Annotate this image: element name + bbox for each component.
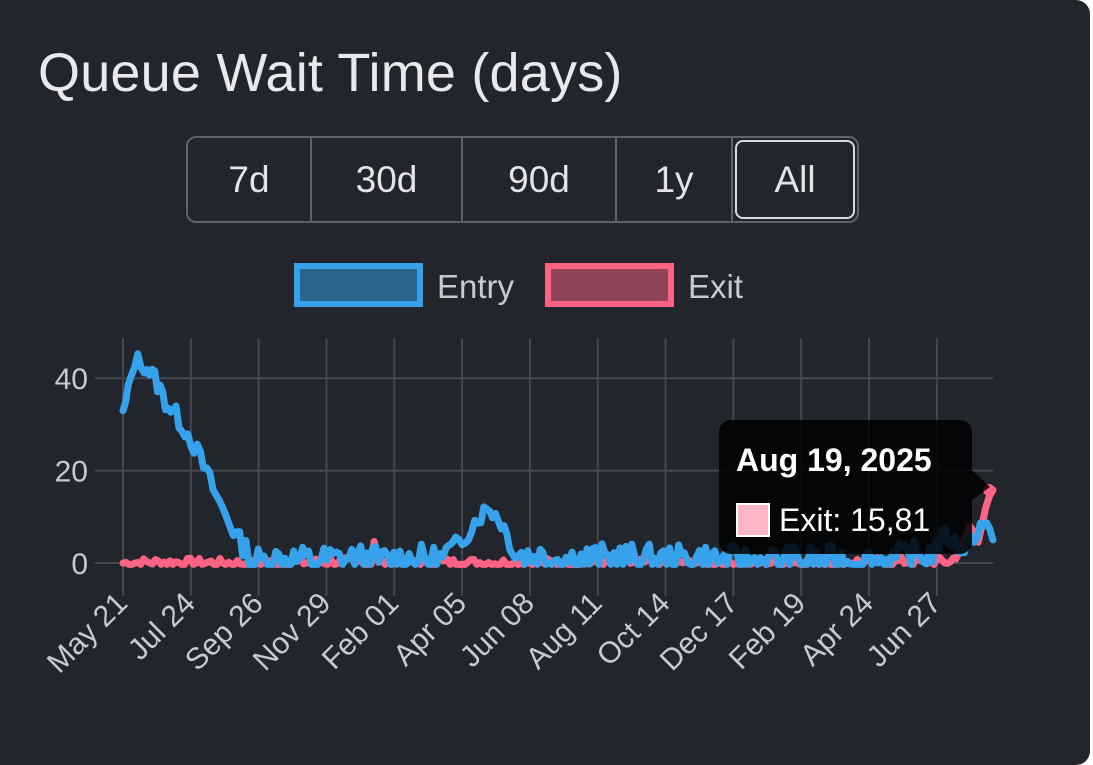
- tooltip-title: Aug 19, 2025: [736, 442, 932, 478]
- y-tick-label: 0: [71, 548, 88, 581]
- legend-label-exit: Exit: [688, 268, 743, 305]
- range-button-7d[interactable]: 7d: [188, 138, 312, 221]
- x-tick-label: Apr 05: [387, 587, 473, 673]
- y-tick-label: 40: [55, 363, 88, 396]
- tooltip-series-name: Exit: [779, 502, 833, 538]
- range-button-all[interactable]: All: [735, 140, 855, 219]
- chart-title: Queue Wait Time (days): [38, 43, 623, 103]
- range-button-90d[interactable]: 90d: [463, 138, 617, 221]
- tooltip-series-value: 15,81: [850, 502, 931, 538]
- chart-tooltip: Aug 19, 2025 Exit: 15,81: [719, 420, 972, 554]
- legend-swatch-entry: [294, 263, 423, 307]
- series-line-entry: [119, 350, 997, 568]
- y-tick-label: 20: [55, 456, 88, 489]
- tooltip-value: Exit: 15,81: [779, 502, 931, 538]
- range-button-30d[interactable]: 30d: [312, 138, 463, 221]
- y-axis: 0 20 40: [55, 363, 88, 581]
- legend-swatch-exit: [545, 263, 674, 307]
- tooltip-swatch: [736, 503, 770, 537]
- x-tick-label: Aug 11: [520, 587, 609, 676]
- x-tick-label: May 21: [41, 587, 134, 680]
- range-selector: 7d 30d 90d 1y All: [186, 136, 859, 223]
- x-tick-label: Dec 17: [654, 587, 745, 678]
- x-tick-label: Jun 27: [861, 587, 948, 674]
- x-tick-label: Nov 29: [247, 587, 338, 678]
- chart-legend: Entry Exit: [294, 263, 743, 307]
- chart-series: [119, 350, 997, 568]
- x-tick-label: Apr 24: [794, 587, 880, 673]
- range-button-1y[interactable]: 1y: [617, 138, 733, 221]
- x-tick-label: Feb 19: [723, 587, 812, 676]
- legend-label-entry: Entry: [437, 268, 515, 305]
- x-tick-label: Feb 01: [316, 587, 405, 676]
- tooltip-caret: [972, 470, 990, 500]
